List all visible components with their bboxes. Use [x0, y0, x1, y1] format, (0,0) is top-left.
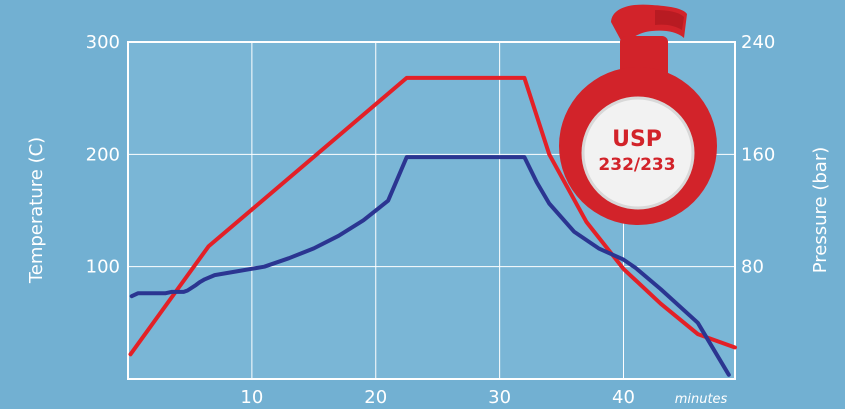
pressure-series-line: [129, 155, 731, 377]
badge-text-line1: USP: [612, 127, 662, 152]
badge-ribbon-highlight: [655, 10, 684, 30]
temperature-series-line: [128, 75, 737, 357]
badge-inner-disc: [583, 98, 693, 208]
y-left-tick-label-2: 300: [86, 32, 120, 53]
x-tick-label-1: 20: [364, 387, 387, 408]
y-left-tick-label-0: 100: [86, 257, 120, 278]
series-group: [128, 75, 737, 377]
y-right-tick-label-1: 160: [741, 144, 775, 165]
y-right-tick-label-0: 80: [741, 257, 764, 278]
usp-badge: USP 232/233: [559, 4, 717, 225]
x-tick-label-2: 30: [488, 387, 511, 408]
x-axis-title: minutes: [675, 392, 728, 407]
y-right-tick-label-2: 240: [741, 32, 775, 53]
x-tick-label-0: 10: [240, 387, 263, 408]
y-axis-title-left: Temperature (C): [26, 137, 47, 284]
y-left-tick-label-1: 200: [86, 144, 120, 165]
y-axis-title-right: Pressure (bar): [810, 147, 831, 273]
tick-labels: 10 20 30 40 100 200 300 80 160 240: [86, 32, 776, 408]
x-tick-label-3: 40: [612, 387, 635, 408]
badge-text-line2: 232/233: [598, 155, 675, 175]
badge-inner-shade: [581, 96, 695, 210]
